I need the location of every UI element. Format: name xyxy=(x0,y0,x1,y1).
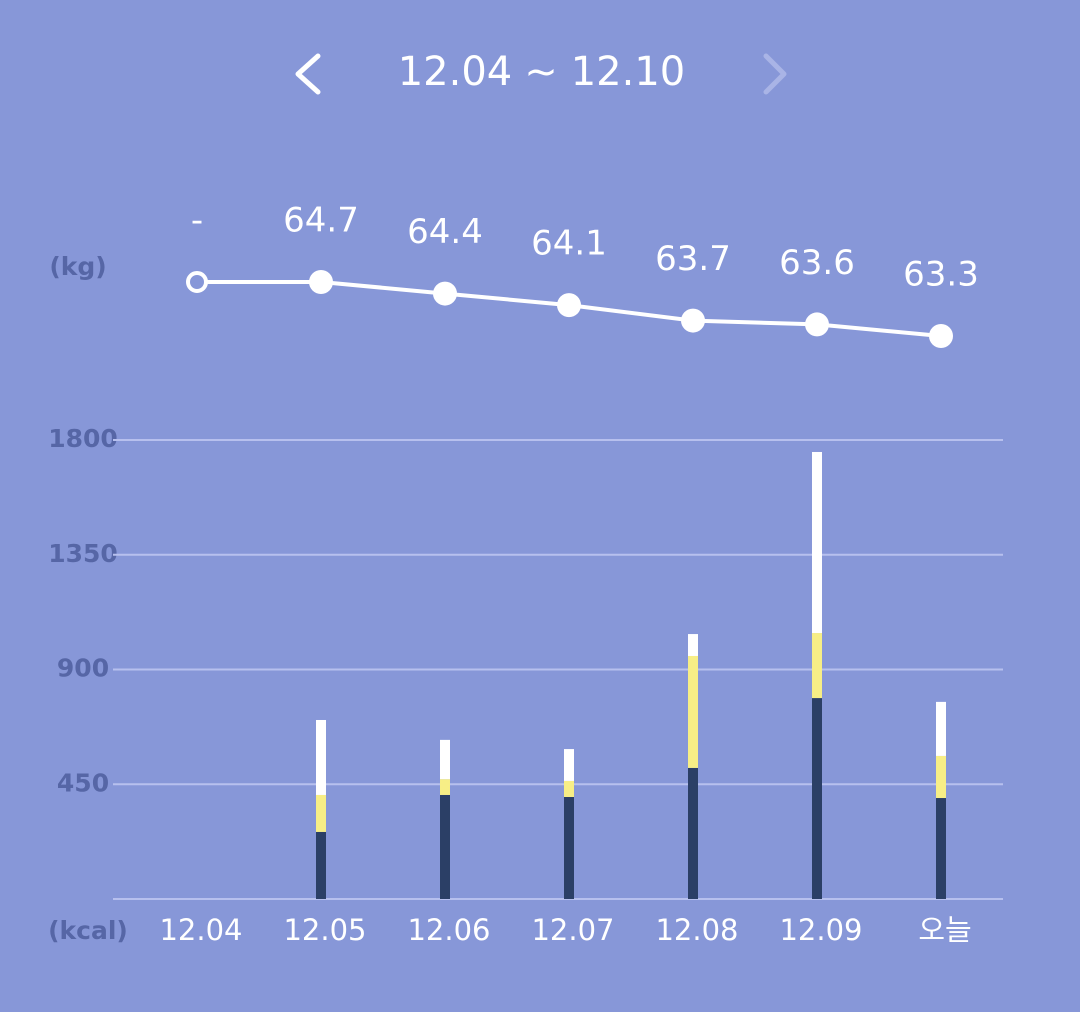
bar-segment xyxy=(688,767,698,899)
y-tick-label: 1800 xyxy=(48,424,118,453)
y-tick-label: 450 xyxy=(57,768,109,797)
weight-unit: (kg) xyxy=(49,252,106,281)
bar-segment xyxy=(936,798,946,899)
weight-label: 63.7 xyxy=(655,239,731,279)
bar-segment xyxy=(316,794,326,832)
weight-label: 64.1 xyxy=(531,224,607,264)
weight-label: 63.6 xyxy=(779,243,855,283)
weight-point xyxy=(929,324,953,348)
weight-point xyxy=(309,270,333,294)
bar-segment xyxy=(564,780,574,797)
x-tick-label: 12.07 xyxy=(531,913,614,947)
bar-segment xyxy=(936,755,946,799)
x-tick-label: 12.09 xyxy=(779,913,862,947)
bar-segment xyxy=(440,779,450,795)
bar-segment xyxy=(316,831,326,899)
bar-segment xyxy=(688,634,698,656)
weight-label: - xyxy=(191,201,203,241)
x-tick-label: 12.06 xyxy=(407,913,490,947)
x-tick-label: 12.08 xyxy=(655,913,738,947)
weight-label: 64.4 xyxy=(407,212,483,252)
next-arrow[interactable] xyxy=(763,53,787,95)
x-tick-label: 12.05 xyxy=(283,913,366,947)
bar-segment xyxy=(440,794,450,899)
bar-segment xyxy=(688,655,698,768)
y-tick-label: 900 xyxy=(57,654,109,683)
weight-point xyxy=(681,308,705,333)
bar-segment xyxy=(812,698,822,899)
bar-segment xyxy=(564,749,574,781)
weight-point xyxy=(805,312,829,337)
bar-segment xyxy=(936,701,946,756)
weight-label: 63.3 xyxy=(903,255,979,295)
bar-segment xyxy=(812,451,822,634)
weight-line xyxy=(320,280,942,338)
bar-segment xyxy=(316,719,326,795)
weight-label: 64.7 xyxy=(283,201,359,241)
y-tick-label: 1350 xyxy=(48,539,118,568)
range-end: 12.10 xyxy=(571,49,686,95)
weight-point xyxy=(557,293,581,318)
empty-point xyxy=(186,271,208,293)
bar-segment xyxy=(564,797,574,899)
range-separator: ~ xyxy=(524,49,558,95)
prev-arrow[interactable] xyxy=(295,53,321,95)
x-tick-label: 12.04 xyxy=(159,913,242,947)
range-start: 12.04 xyxy=(398,49,513,95)
bar-segment xyxy=(812,633,822,699)
kcal-unit: (kcal) xyxy=(48,916,128,945)
bar-segment xyxy=(440,739,450,780)
x-tick-label: 오늘 xyxy=(918,913,971,947)
weight-point xyxy=(433,281,457,306)
